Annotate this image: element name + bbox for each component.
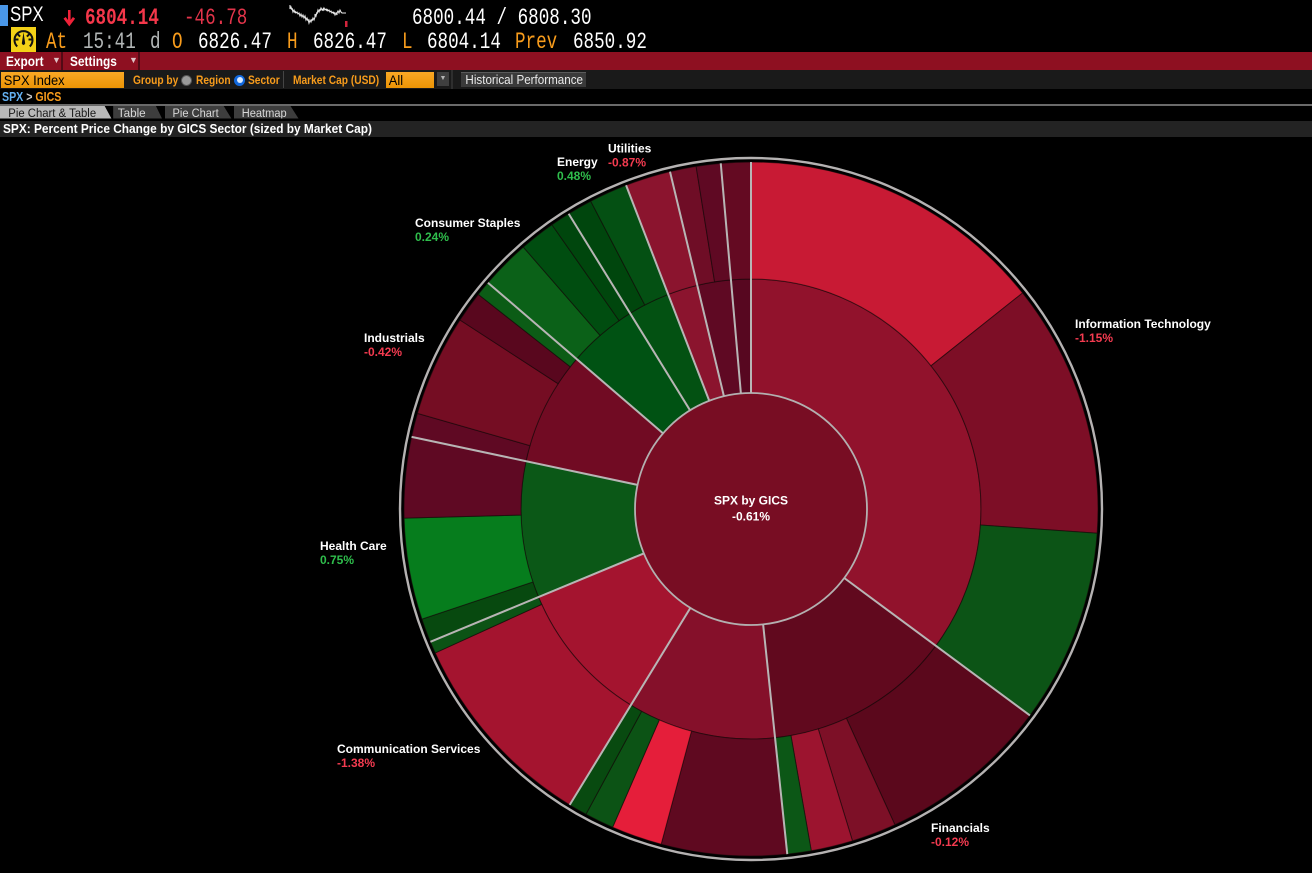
svg-text:Financials: Financials: [931, 821, 990, 835]
svg-text:-0.87%: -0.87%: [608, 156, 646, 170]
svg-text:Consumer Staples: Consumer Staples: [415, 216, 521, 230]
svg-text:Utilities: Utilities: [608, 142, 652, 156]
svg-text:SPX by GICS: SPX by GICS: [714, 494, 788, 508]
svg-text:-0.42%: -0.42%: [364, 345, 402, 359]
svg-text:0.75%: 0.75%: [320, 553, 354, 567]
svg-text:Information Technology: Information Technology: [1075, 317, 1211, 331]
svg-text:Industrials: Industrials: [364, 331, 425, 345]
svg-text:0.24%: 0.24%: [415, 230, 449, 244]
svg-text:Energy: Energy: [557, 155, 598, 169]
svg-text:Health Care: Health Care: [320, 539, 387, 553]
svg-text:-0.61%: -0.61%: [732, 510, 770, 524]
svg-text:-1.38%: -1.38%: [337, 756, 375, 770]
svg-text:0.48%: 0.48%: [557, 169, 591, 183]
svg-text:Communication Services: Communication Services: [337, 742, 481, 756]
svg-text:-1.15%: -1.15%: [1075, 331, 1113, 345]
svg-text:-0.12%: -0.12%: [931, 835, 969, 849]
